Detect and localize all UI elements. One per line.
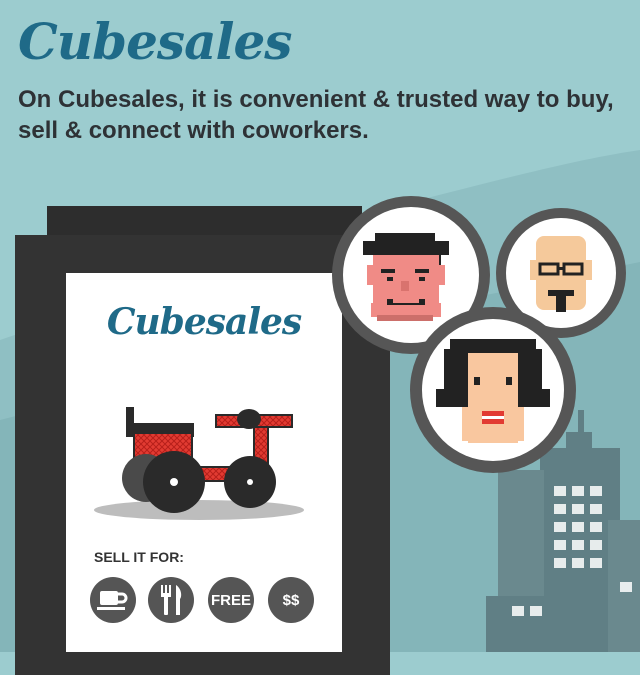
fork-knife-icon [161, 585, 182, 615]
bald-man-glasses-avatar-icon [530, 236, 592, 312]
brand-title: Cubesales [18, 12, 292, 71]
meal-option-button[interactable] [148, 577, 194, 623]
price-options: FREE $$ [90, 577, 330, 625]
coffee-cup-icon [97, 591, 128, 610]
free-option-button[interactable]: FREE [208, 577, 254, 623]
tricycle-icon [94, 407, 304, 520]
sell-it-for-label: SELL IT FOR: [94, 549, 184, 565]
ad-banner: Cubesales On Cubesales, it is convenient… [0, 12, 640, 675]
avatar-man [332, 196, 490, 354]
city-skyline-icon [486, 410, 640, 652]
price-option-button[interactable]: $$ [268, 577, 314, 623]
avatar-bald-man [496, 208, 626, 338]
phone-screen: Cubesales SEL [66, 273, 342, 652]
tagline: On Cubesales, it is convenient & trusted… [18, 86, 614, 144]
screen-logo: Cubesales [106, 301, 302, 343]
woman-avatar-icon [436, 339, 550, 443]
man-avatar-icon [363, 233, 449, 321]
avatar-woman [410, 307, 576, 473]
coffee-option-button[interactable] [90, 577, 136, 623]
